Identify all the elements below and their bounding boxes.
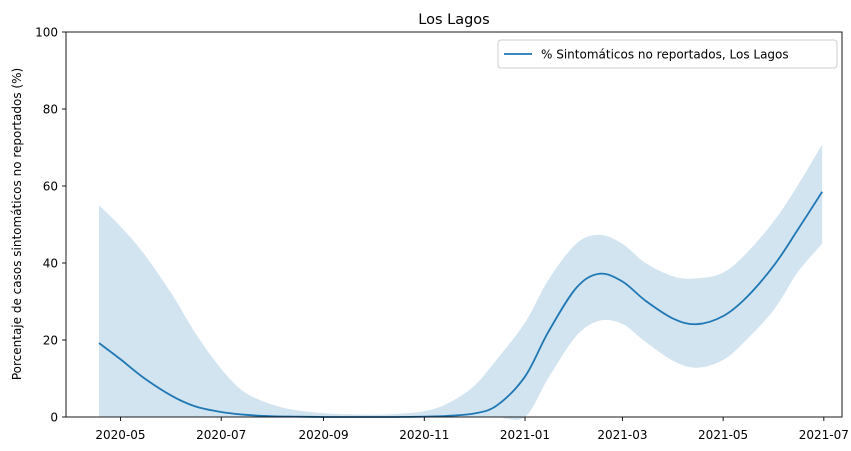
- y-tick-label: 100: [35, 25, 58, 39]
- legend: % Sintomáticos no reportados, Los Lagos: [497, 39, 838, 69]
- plot-area: 0 20 40 60 80 100 2020-05 2020-07 2020-09 2020-11…: [35, 25, 849, 442]
- series-line: [98, 191, 823, 418]
- x-tick-label: 2021-03: [597, 428, 647, 442]
- x-tick-label: 2020-07: [196, 428, 246, 442]
- y-tick-label: 60: [43, 179, 58, 193]
- y-tick-label: 80: [43, 102, 58, 116]
- y-axis-label: Porcentaje de casos sintomáticos no repo…: [10, 68, 24, 380]
- confidence-band: [99, 144, 823, 420]
- y-tick-label: 0: [50, 410, 58, 424]
- legend-label: % Sintomáticos no reportados, Los Lagos: [541, 48, 789, 62]
- x-tick-label: 2020-09: [298, 428, 348, 442]
- x-tick-label: 2021-07: [799, 428, 849, 442]
- x-tick-label: 2021-05: [698, 428, 748, 442]
- y-tick-label: 40: [43, 256, 58, 270]
- x-tick-label: 2020-05: [95, 428, 145, 442]
- x-tick-label: 2020-11: [399, 428, 449, 442]
- legend-frame: [497, 39, 838, 69]
- y-tick-label: 20: [43, 333, 58, 347]
- chart-title: Los Lagos: [418, 12, 489, 28]
- x-tick-label: 2021-01: [500, 428, 550, 442]
- plot-frame: [65, 31, 843, 418]
